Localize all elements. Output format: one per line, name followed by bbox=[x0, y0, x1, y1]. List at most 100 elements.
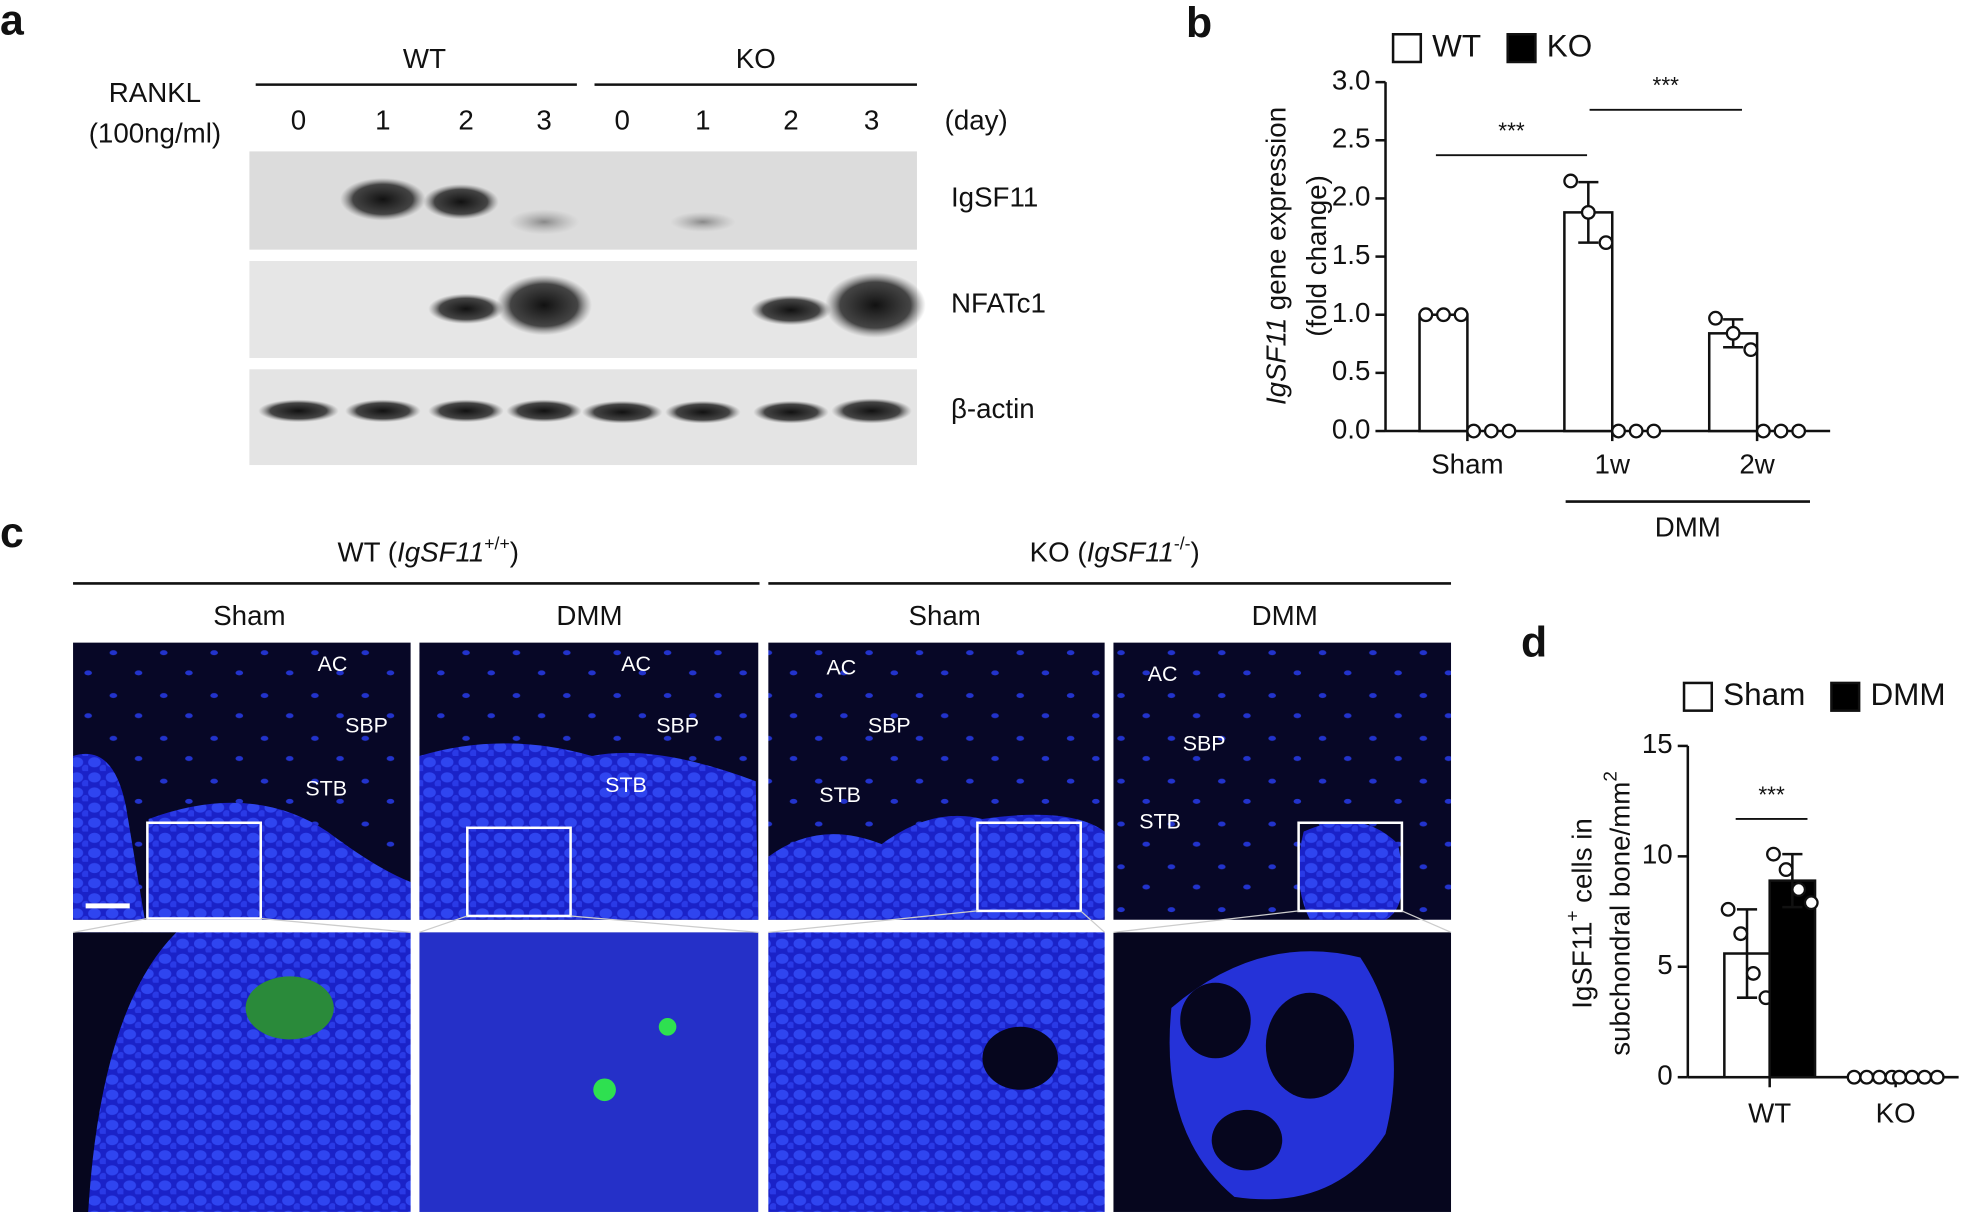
micrograph bbox=[768, 932, 1105, 1212]
day-label: 3 bbox=[864, 105, 879, 136]
protein-label: IgSF11 bbox=[951, 182, 1038, 213]
bar bbox=[1768, 879, 1817, 1079]
significance-label: *** bbox=[1758, 781, 1785, 807]
micrographs bbox=[72, 642, 1452, 1212]
panel-label: d bbox=[1521, 618, 1547, 666]
data-point bbox=[1628, 423, 1644, 439]
data-point bbox=[1871, 1069, 1887, 1085]
data-point bbox=[1611, 423, 1626, 439]
region-label: SBP bbox=[868, 714, 911, 738]
region-label: AC bbox=[621, 652, 651, 676]
inset-box bbox=[466, 826, 572, 918]
data-point bbox=[1891, 1069, 1907, 1085]
background bbox=[73, 932, 177, 1212]
data-point bbox=[1733, 926, 1749, 942]
data-point bbox=[1418, 307, 1434, 323]
panel-label: c bbox=[0, 509, 24, 557]
inset-boxes bbox=[85, 821, 1404, 920]
data-point bbox=[1917, 1069, 1933, 1085]
band bbox=[508, 209, 580, 235]
group-label: DMM bbox=[1655, 512, 1721, 543]
x-tick-label: 1w bbox=[1595, 449, 1631, 480]
zoom-line bbox=[72, 917, 148, 933]
band bbox=[496, 274, 592, 336]
zoom-line bbox=[570, 915, 759, 933]
tissue bbox=[1298, 821, 1403, 920]
protein-label: NFATc1 bbox=[951, 287, 1046, 318]
significance-label: *** bbox=[1653, 72, 1680, 98]
region-label: STB bbox=[305, 777, 347, 801]
data-point bbox=[1745, 965, 1761, 981]
band bbox=[428, 399, 504, 423]
data-point bbox=[1501, 423, 1517, 439]
region-label: AC bbox=[1148, 662, 1178, 686]
background bbox=[1265, 992, 1355, 1099]
group-suffix: ) bbox=[510, 537, 519, 568]
group-prefix: KO ( bbox=[1030, 537, 1088, 568]
x-tick-label: 2w bbox=[1739, 449, 1775, 480]
gene-name: IgSF11 bbox=[397, 537, 484, 568]
day-label: 0 bbox=[291, 105, 306, 136]
y-tick-label: 1.5 bbox=[1332, 239, 1371, 270]
y-axis-label-part: subchondral bone/mm bbox=[1605, 782, 1636, 1056]
band bbox=[340, 177, 426, 221]
group-suffix: ) bbox=[1191, 537, 1200, 568]
bar bbox=[1418, 313, 1469, 433]
condition-label: DMM bbox=[556, 600, 622, 631]
data-point bbox=[1766, 846, 1781, 862]
zoom-line bbox=[1080, 910, 1106, 933]
data-point bbox=[1580, 204, 1596, 220]
data-point bbox=[1773, 423, 1789, 439]
band bbox=[825, 272, 926, 338]
data-point bbox=[1778, 862, 1794, 878]
y-axis-label-part: gene expression bbox=[1261, 107, 1292, 310]
band bbox=[670, 211, 736, 233]
day-label: 3 bbox=[536, 105, 551, 136]
legend-label: Sham bbox=[1723, 677, 1805, 712]
blot bbox=[249, 151, 926, 466]
data-point bbox=[1743, 342, 1759, 358]
band bbox=[423, 184, 499, 220]
y-tick-label: 10 bbox=[1642, 839, 1673, 870]
y-tick-label: 2.5 bbox=[1332, 123, 1371, 154]
y-tick-label: 0.5 bbox=[1332, 355, 1371, 386]
zoom-line bbox=[768, 910, 978, 933]
y-axis-label: IgSF11+ cells in bbox=[1563, 818, 1598, 1009]
band bbox=[345, 399, 421, 423]
region-label: SBP bbox=[1183, 731, 1226, 755]
y-axis-label-part: + bbox=[1563, 910, 1584, 921]
group-label: KO bbox=[736, 43, 776, 74]
data-point bbox=[1725, 325, 1741, 341]
group-label: KO (IgSF11-/-) bbox=[1030, 533, 1200, 568]
region-label: STB bbox=[1139, 809, 1181, 833]
background bbox=[982, 1026, 1059, 1090]
region-label: SBP bbox=[345, 714, 388, 738]
background bbox=[1180, 982, 1251, 1059]
legend-swatch bbox=[1391, 33, 1423, 64]
treatment-label: RANKL bbox=[109, 77, 201, 108]
panel-label: b bbox=[1186, 0, 1212, 47]
background bbox=[1211, 1109, 1283, 1171]
band bbox=[831, 398, 912, 424]
tissue bbox=[73, 753, 411, 920]
y-tick-label: 3.0 bbox=[1332, 64, 1371, 95]
band bbox=[753, 400, 829, 424]
day-label: 2 bbox=[458, 105, 473, 136]
y-axis-label: (fold change) bbox=[1301, 175, 1332, 337]
protein-label: β-actin bbox=[951, 393, 1035, 424]
data-point bbox=[1563, 173, 1579, 189]
legend-label: WT bbox=[1432, 28, 1481, 63]
zoom-line bbox=[260, 917, 411, 933]
data-point bbox=[1598, 235, 1614, 251]
data-point bbox=[1453, 307, 1469, 323]
group-label: WT bbox=[403, 43, 446, 74]
y-tick-label: 1.0 bbox=[1332, 297, 1371, 328]
data-point bbox=[1929, 1069, 1945, 1085]
legend-label: KO bbox=[1547, 28, 1592, 63]
day-label: 2 bbox=[783, 105, 798, 136]
x-tick-label: WT bbox=[1748, 1097, 1791, 1128]
group-label: WT (IgSF11+/+) bbox=[338, 533, 519, 568]
band bbox=[506, 399, 582, 423]
y-tick-label: 0.0 bbox=[1332, 413, 1371, 444]
